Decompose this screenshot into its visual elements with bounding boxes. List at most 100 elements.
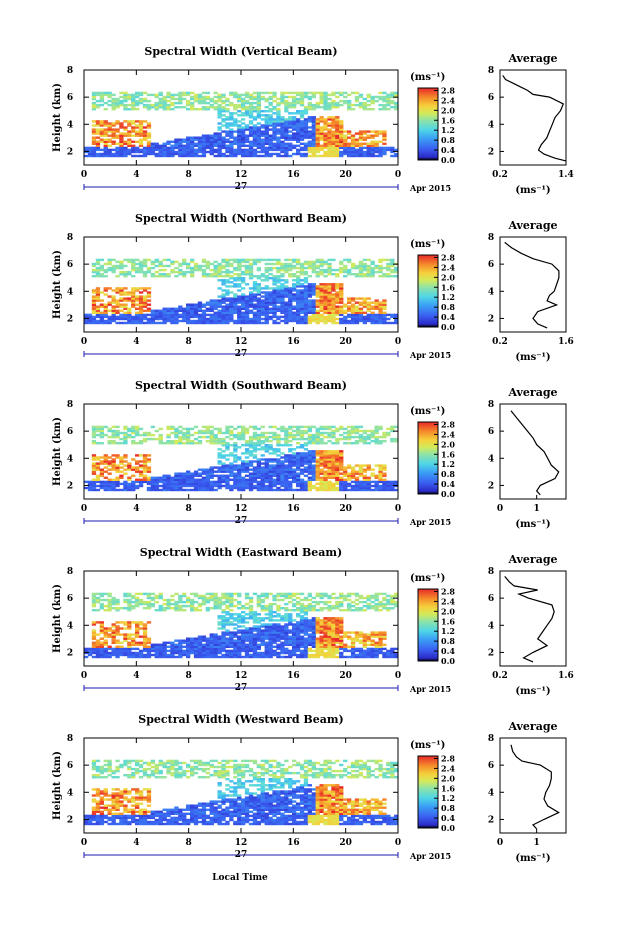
heatmap-cell bbox=[323, 442, 328, 445]
heatmap-cell bbox=[135, 270, 140, 274]
heatmap-cell bbox=[221, 462, 226, 465]
heatmap-cell bbox=[178, 97, 183, 101]
heatmap-cell bbox=[276, 437, 281, 441]
heatmap-cell bbox=[182, 427, 187, 431]
heatmap-cell bbox=[221, 106, 226, 109]
heatmap-cell bbox=[217, 466, 222, 469]
heatmap-cell bbox=[225, 321, 230, 325]
heatmap-cell bbox=[280, 301, 285, 304]
heatmap-cell bbox=[382, 97, 387, 101]
heatmap-cell bbox=[248, 486, 254, 490]
heatmap-cell bbox=[91, 435, 97, 439]
heatmap-cell bbox=[107, 268, 112, 272]
heatmap-cell bbox=[233, 122, 238, 125]
heatmap-cell bbox=[131, 431, 136, 435]
heatmap-cell bbox=[95, 315, 101, 319]
heatmap-cell bbox=[323, 150, 328, 154]
heatmap-cell bbox=[170, 647, 175, 651]
heatmap-cell bbox=[276, 144, 281, 147]
heatmap-cell bbox=[119, 460, 124, 463]
heatmap-cell bbox=[162, 275, 167, 278]
heatmap-cell bbox=[307, 442, 312, 445]
heatmap-cell bbox=[288, 154, 293, 158]
heatmap-cell bbox=[166, 598, 171, 602]
heatmap-cell bbox=[311, 456, 316, 459]
heatmap-cell bbox=[339, 120, 344, 123]
heatmap-cell bbox=[174, 649, 179, 653]
heatmap-cell bbox=[123, 291, 128, 294]
heatmap-cell bbox=[268, 152, 273, 156]
heatmap-cell bbox=[268, 488, 273, 492]
heatmap-cell bbox=[99, 655, 104, 659]
heatmap-cell bbox=[370, 440, 375, 443]
heatmap-cell bbox=[366, 319, 371, 323]
heatmap-cell bbox=[154, 600, 159, 604]
heatmap-cell bbox=[91, 136, 97, 139]
heatmap-cell bbox=[296, 474, 301, 477]
heatmap-cell bbox=[138, 653, 144, 657]
heatmap-cell bbox=[343, 268, 348, 272]
heatmap-cell bbox=[111, 598, 116, 602]
heatmap-cell bbox=[248, 144, 254, 147]
heatmap-cell bbox=[307, 132, 312, 135]
heatmap-cell bbox=[260, 138, 265, 141]
heatmap-cell bbox=[292, 132, 297, 135]
heatmap-cell bbox=[303, 118, 309, 121]
heatmap-cell bbox=[311, 134, 316, 137]
heatmap-cell bbox=[178, 268, 183, 272]
heatmap-cell bbox=[323, 134, 328, 137]
x-tick-label: 4 bbox=[133, 170, 139, 180]
heatmap-cell bbox=[252, 134, 258, 137]
heatmap-cell bbox=[119, 91, 124, 95]
heatmap-cell bbox=[288, 301, 293, 304]
heatmap-cell bbox=[296, 152, 301, 156]
heatmap-cell bbox=[311, 472, 316, 475]
heatmap-cell bbox=[138, 144, 144, 147]
heatmap-cell bbox=[296, 315, 301, 319]
heatmap-cell bbox=[358, 303, 364, 306]
colorbar-tick-label: 2.4 bbox=[441, 95, 455, 105]
heatmap-cell bbox=[241, 462, 246, 465]
heatmap-cell bbox=[374, 488, 379, 492]
heatmap-cell bbox=[115, 154, 120, 158]
heatmap-cell bbox=[350, 264, 356, 268]
heatmap-cell bbox=[115, 266, 120, 270]
heatmap-cell bbox=[252, 126, 258, 129]
heatmap-cell bbox=[127, 260, 132, 264]
heatmap-cell bbox=[99, 319, 104, 323]
heatmap-cell bbox=[107, 266, 112, 270]
heatmap-cell bbox=[131, 266, 136, 270]
heatmap-cell bbox=[244, 444, 250, 447]
heatmap-cell bbox=[217, 108, 222, 111]
heatmap-cell bbox=[288, 258, 293, 262]
heatmap-cell bbox=[323, 136, 328, 139]
heatmap-cell bbox=[331, 309, 336, 312]
heatmap-cell bbox=[107, 478, 112, 481]
heatmap-cell bbox=[374, 266, 379, 270]
heatmap-cell bbox=[296, 93, 301, 97]
heatmap-cell bbox=[127, 478, 132, 481]
heatmap-cell bbox=[315, 285, 320, 288]
heatmap-cell bbox=[119, 466, 124, 469]
heatmap-cell bbox=[182, 478, 187, 481]
heatmap-cell bbox=[366, 478, 371, 481]
heatmap-cell bbox=[299, 128, 305, 131]
heatmap-cell bbox=[142, 315, 148, 319]
heatmap-cell bbox=[256, 474, 261, 477]
heatmap-cell bbox=[296, 468, 301, 471]
heatmap-cell bbox=[264, 476, 269, 479]
heatmap-cell bbox=[350, 315, 356, 319]
heatmap-cell bbox=[182, 154, 187, 158]
heatmap-cell bbox=[296, 317, 301, 321]
heatmap-cell bbox=[307, 321, 312, 325]
heatmap-cell bbox=[135, 600, 140, 604]
heatmap-cell bbox=[311, 470, 316, 473]
colorbar-tick-label: 2.8 bbox=[441, 252, 455, 262]
heatmap-cell bbox=[256, 97, 261, 101]
heatmap-cell bbox=[217, 132, 222, 135]
heatmap-cell bbox=[197, 148, 203, 152]
heatmap-cell bbox=[370, 435, 375, 439]
heatmap-cell bbox=[174, 643, 179, 646]
heatmap-cell bbox=[327, 454, 332, 457]
heatmap-cell bbox=[186, 93, 191, 97]
